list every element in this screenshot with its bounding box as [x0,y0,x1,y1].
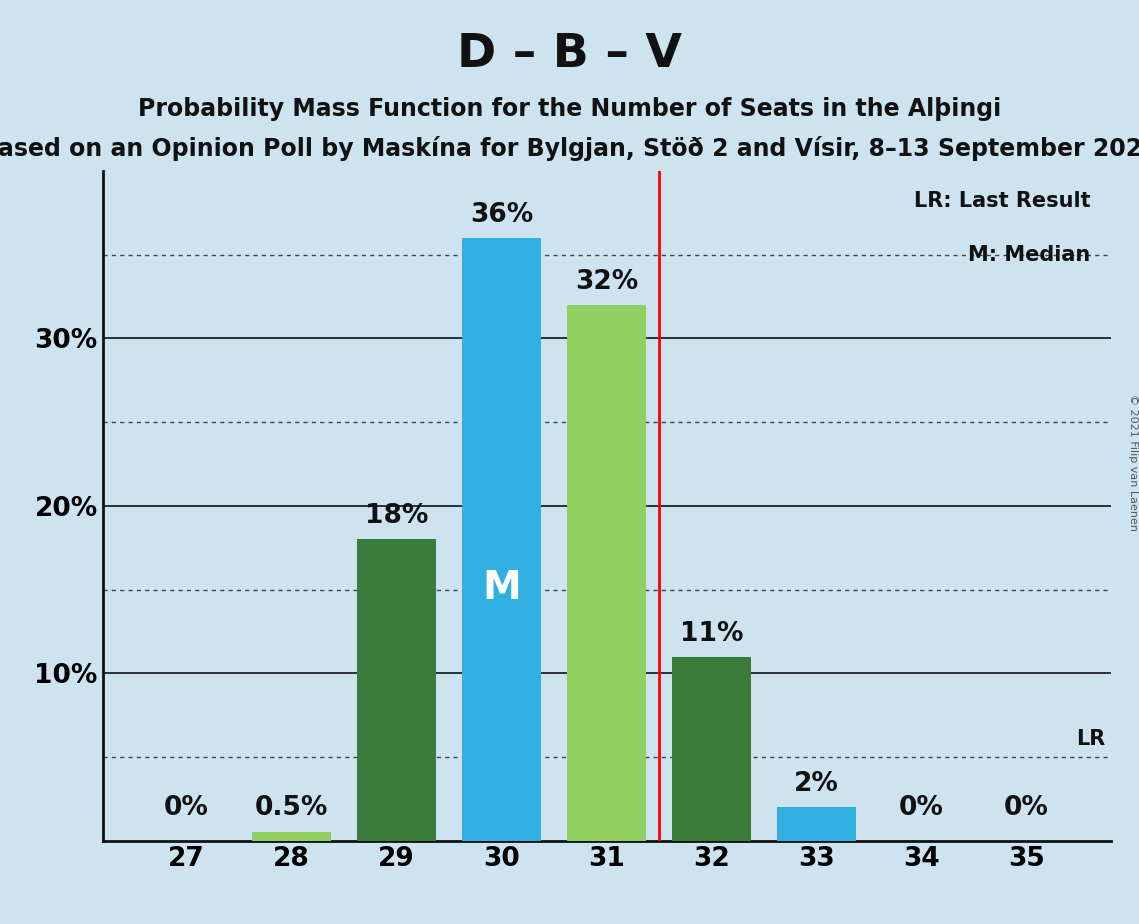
Bar [462,238,541,841]
Text: 0%: 0% [1005,795,1049,821]
Bar [358,540,436,841]
Text: 2%: 2% [794,772,839,797]
Text: 36%: 36% [470,201,533,228]
Text: M: M [482,568,521,607]
Text: 18%: 18% [364,504,428,529]
Text: LR: Last Result: LR: Last Result [913,191,1090,211]
Text: Probability Mass Function for the Number of Seats in the Alþingi: Probability Mass Function for the Number… [138,97,1001,121]
Text: 0%: 0% [899,795,944,821]
Text: 0%: 0% [164,795,208,821]
Bar [777,808,855,841]
Text: M: Median: M: Median [968,245,1090,264]
Text: Based on an Opinion Poll by Maskína for Bylgjan, Stöð 2 and Vísir, 8–13 Septembe: Based on an Opinion Poll by Maskína for … [0,136,1139,161]
Text: D – B – V: D – B – V [457,32,682,78]
Text: © 2021 Filip van Laenen: © 2021 Filip van Laenen [1129,394,1138,530]
Text: 0.5%: 0.5% [255,795,328,821]
Bar [672,657,751,841]
Text: 32%: 32% [575,269,638,295]
Bar [252,833,331,841]
Bar [567,305,646,841]
Text: LR: LR [1076,729,1105,748]
Text: 11%: 11% [680,621,744,647]
